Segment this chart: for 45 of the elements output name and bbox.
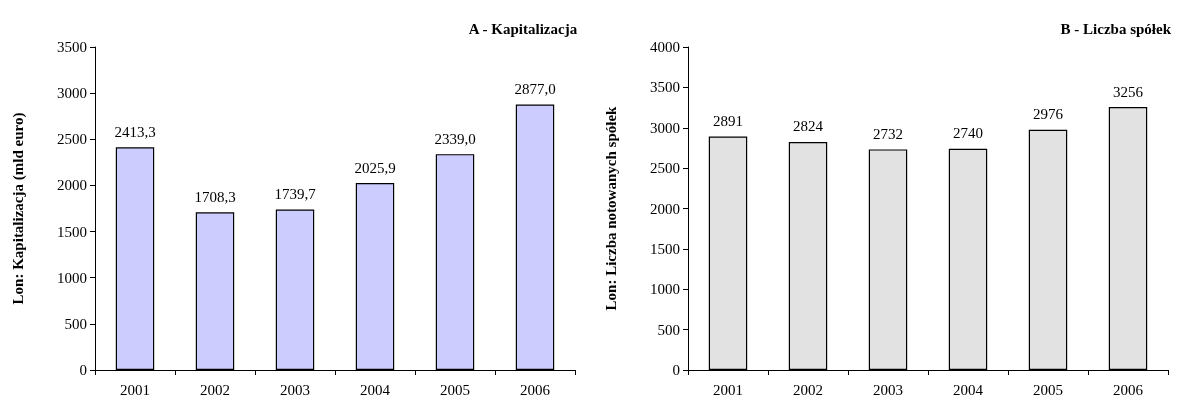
y-tick-label: 3500 <box>650 79 680 96</box>
x-tick-label: 2006 <box>1113 381 1144 398</box>
y-tick-label: 2000 <box>650 200 680 217</box>
y-tick-label: 3000 <box>650 119 680 136</box>
y-tick-label: 1000 <box>57 269 87 286</box>
x-tick-label: 2003 <box>280 381 310 398</box>
data-label: 1739,7 <box>274 185 317 202</box>
y-tick-label: 1000 <box>650 281 680 298</box>
x-tick-label: 2003 <box>873 381 903 398</box>
y-tick-label: 4000 <box>650 39 680 55</box>
x-tick-label: 2002 <box>200 381 230 398</box>
y-tick-label: 500 <box>64 315 87 332</box>
data-label: 2877,0 <box>514 80 556 97</box>
y-tick-label: 500 <box>657 321 680 338</box>
x-tick-label: 2001 <box>120 381 150 398</box>
y-tick-label: 0 <box>79 362 87 378</box>
chart-title: B - Liczba spółek <box>1060 20 1172 37</box>
data-label: 3256 <box>1113 83 1144 100</box>
x-tick-label: 2005 <box>1033 381 1063 398</box>
x-tick-label: 2005 <box>440 381 470 398</box>
y-axis-title: Lon: Liczba notowanych spółek <box>602 105 619 311</box>
x-tick-label: 2002 <box>793 381 823 398</box>
x-tick-label: 2004 <box>360 381 391 398</box>
y-axis-title: Lon: Kapitalizacja (mld euro) <box>9 112 27 305</box>
y-tick-label: 1500 <box>650 240 680 257</box>
y-tick-label: 1500 <box>57 223 87 240</box>
chart-title: A - Kapitalizacja <box>468 20 578 37</box>
data-label: 2824 <box>793 118 824 135</box>
data-label: 2413,3 <box>114 123 156 140</box>
data-label: 2339,0 <box>434 130 476 147</box>
data-label: 2025,9 <box>354 159 396 176</box>
y-tick-label: 2000 <box>57 177 87 194</box>
y-tick-label: 2500 <box>650 160 680 177</box>
x-tick-label: 2006 <box>520 381 551 398</box>
y-tick-label: 3500 <box>57 39 87 55</box>
data-label: 2740 <box>953 125 983 142</box>
data-label: 2891 <box>713 113 743 130</box>
y-tick-label: 0 <box>672 362 680 378</box>
data-label: 2732 <box>873 125 903 142</box>
y-tick-label: 2500 <box>57 131 87 148</box>
x-tick-label: 2004 <box>953 381 984 398</box>
y-tick-label: 3000 <box>57 85 87 102</box>
x-tick-label: 2001 <box>713 381 743 398</box>
data-label: 1708,3 <box>194 188 236 205</box>
data-label: 2976 <box>1033 106 1064 123</box>
